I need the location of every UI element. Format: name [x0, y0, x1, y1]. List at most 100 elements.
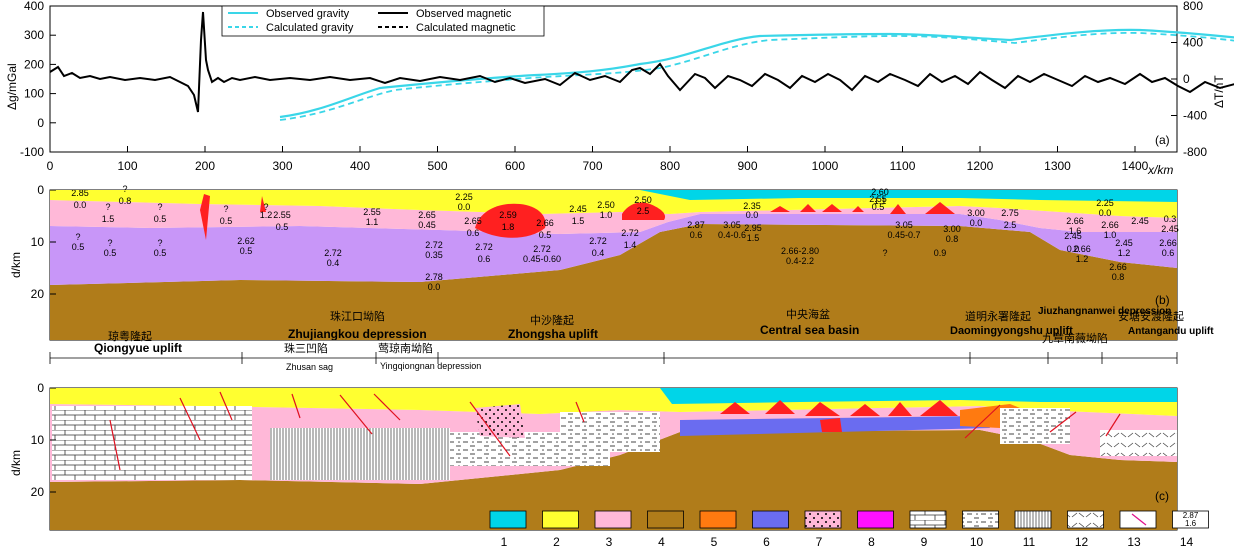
depth-label: d/km [9, 252, 23, 278]
density-label: 0.35 [425, 250, 443, 260]
legend-swatch [1014, 510, 1052, 529]
density-label: 2.55 [363, 207, 381, 217]
density-label: 1.5 [102, 214, 115, 224]
legend-swatch [1119, 510, 1157, 529]
x-tick-label: 1200 [967, 159, 994, 173]
lithology-legend: 1 2 3 4 5 6 7 8 9 10 11 12 13 142.871.6 [489, 510, 1209, 548]
density-label: 2.5 [637, 206, 650, 216]
left-tick-label: 100 [24, 87, 44, 101]
legend-observed-gravity: Observed gravity [266, 8, 350, 20]
legend-swatch [804, 510, 842, 529]
density-label: 2.66 [1159, 238, 1177, 248]
water-layer [640, 190, 1177, 202]
depth-ticks: 0 10 20 [31, 381, 56, 499]
left-tick-label: 300 [24, 28, 44, 42]
density-label: 2.78 [425, 272, 443, 282]
density-label: 0.9 [934, 248, 947, 258]
granite-body [475, 404, 525, 438]
unit-yingqiongnan-en: Yingqiongnan depression [380, 361, 481, 371]
x-tick-label: 400 [350, 159, 370, 173]
density-label: 2.35 [743, 201, 761, 211]
density-label: 2.65 [418, 210, 436, 220]
basement-pattern-10b [560, 412, 660, 452]
legend-number: 4 [658, 535, 665, 548]
density-label: 0.0 [1067, 244, 1080, 254]
density-label: 2.72 [475, 242, 493, 252]
density-label: 1.6 [1069, 226, 1082, 236]
unit-daoming-cn: 道明永署隆起 [965, 309, 1031, 323]
density-label: 3.00 [967, 208, 985, 218]
right-tick-label: -800 [1183, 145, 1207, 159]
depth-tick-label: 0 [37, 183, 44, 197]
x-tick-label: 900 [737, 159, 757, 173]
density-label: 2.45 [1131, 216, 1149, 226]
x-tick-label: 300 [272, 159, 292, 173]
legend-number: 9 [921, 535, 928, 548]
density-label: 2.66 [1109, 262, 1127, 272]
panel-a-tag: (a) [1155, 133, 1170, 147]
volcanic-body [622, 202, 666, 220]
basement-pattern-9 [52, 406, 252, 480]
depth-tick-label: 10 [31, 433, 45, 447]
legend-swatch [962, 510, 999, 529]
density-label: 0.45-0.60 [523, 254, 561, 264]
mantle-layer [50, 430, 1177, 530]
legend-number: 5 [711, 535, 718, 548]
depth-tick-label: 20 [31, 485, 45, 499]
density-label: 2.45 [1115, 238, 1133, 248]
density-label: 0.8 [946, 234, 959, 244]
x-axis-label: x/km [1147, 163, 1173, 177]
unit-antangandu-en: Antangandu uplift [1128, 326, 1214, 337]
density-label: ? [157, 202, 162, 212]
density-label: ? [882, 248, 887, 258]
x-tick-label: 1400 [1122, 159, 1149, 173]
legend-sample-susceptibility: 1.6 [1185, 519, 1197, 528]
legend-observed-magnetic: Observed magnetic [416, 8, 512, 20]
legend-box [221, 5, 545, 37]
depth-tick-label: 20 [31, 287, 45, 301]
unit-yingqiongnan-cn: 莺琼南坳陷 [378, 341, 433, 355]
density-label: 0.6 [478, 254, 491, 264]
density-label: 2.72 [324, 248, 342, 258]
lower-crust-layer [50, 214, 1177, 285]
calculated-gravity-line [279, 31, 1234, 121]
density-label: 0.4-0.6 [718, 230, 746, 240]
density-label: ? [105, 202, 110, 212]
density-label: 2.55 [273, 210, 291, 220]
right-axis-label: ΔT/nT [1212, 75, 1226, 108]
x-tick-label: 500 [427, 159, 447, 173]
unit-jiuzhang-en: Jiuzhangnanwei depression [1038, 306, 1171, 317]
density-label: 0.6 [690, 230, 703, 240]
density-label: 0.5 [154, 214, 167, 224]
right-tick-label: 400 [1183, 36, 1203, 50]
density-label: 0.0 [458, 202, 471, 212]
legend-number: 7 [816, 535, 823, 548]
x-tick-label: 800 [660, 159, 680, 173]
density-label: ? [223, 204, 228, 214]
density-label: 1.8 [502, 222, 515, 232]
unit-dividers [49, 352, 1178, 364]
faults [109, 391, 1121, 471]
legend-number: 2 [553, 535, 560, 548]
mantle-layer [50, 224, 1177, 340]
legend-calculated-magnetic: Calculated magnetic [416, 22, 516, 34]
density-label: 2.72 [533, 244, 551, 254]
x-tick-label: 200 [195, 159, 215, 173]
density-label: 2.66-2.80 [781, 246, 819, 256]
legend-sample-density: 2.87 [1183, 511, 1199, 520]
unit-zhujiangkou-en: Zhujiangkou depression [288, 327, 427, 341]
unit-central-cn: 中央海盆 [786, 307, 830, 321]
density-label: 2.45 [1161, 224, 1179, 234]
density-label: 2.95 [744, 223, 762, 233]
unit-zhongsha-en: Zhongsha uplift [508, 327, 598, 341]
legend-number: 14 [1180, 535, 1194, 548]
density-label: 0.8 [1112, 272, 1125, 282]
legend-number: 11 [1023, 535, 1036, 548]
depth-tick-label: 0 [37, 381, 44, 395]
density-label: 2.50 [597, 200, 615, 210]
legend-swatch [752, 510, 789, 529]
basement-pattern-12 [1100, 430, 1177, 456]
legend-swatch [1172, 510, 1209, 529]
right-tick-label: 800 [1183, 0, 1203, 13]
